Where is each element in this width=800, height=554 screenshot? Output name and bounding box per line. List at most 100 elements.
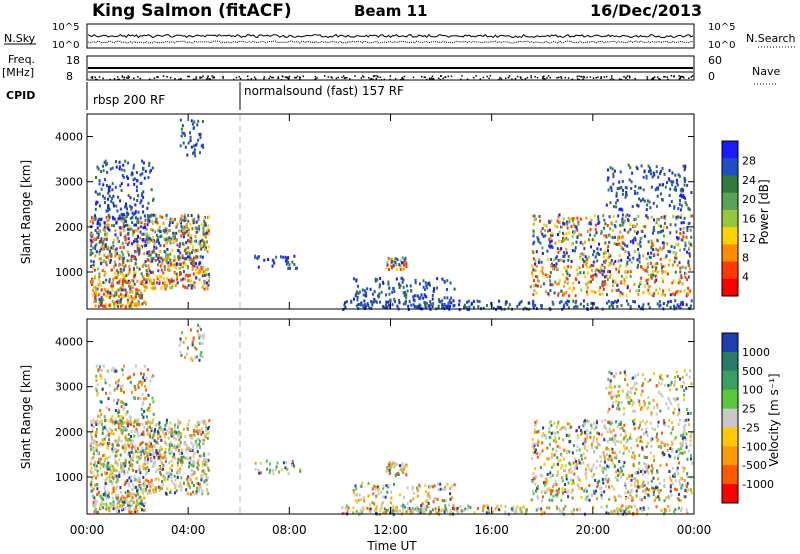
nave-point	[681, 75, 683, 78]
range-cell	[112, 444, 115, 448]
range-cell	[94, 286, 97, 290]
range-cell	[571, 510, 574, 514]
range-cell	[186, 229, 189, 233]
range-cell	[137, 386, 140, 390]
range-cell	[675, 488, 678, 492]
range-cell	[97, 370, 100, 374]
range-cell	[655, 288, 658, 292]
range-cell	[352, 511, 355, 515]
range-cell	[449, 497, 452, 501]
range-cell	[639, 423, 641, 427]
range-cell	[363, 499, 366, 503]
range-cell	[496, 504, 499, 508]
range-cell	[119, 486, 122, 490]
range-cell	[119, 453, 122, 457]
range-cell	[603, 218, 606, 222]
range-cell	[615, 191, 618, 195]
nave-point	[121, 76, 123, 78]
range-cell	[153, 439, 156, 443]
range-cell	[170, 443, 173, 447]
range-cell	[129, 416, 132, 420]
range-cell	[117, 496, 120, 500]
range-cell	[568, 461, 571, 465]
range-cell	[143, 458, 146, 462]
range-cell	[554, 256, 557, 260]
range-cell	[645, 176, 648, 180]
range-cell	[128, 451, 131, 455]
range-cell	[201, 274, 204, 278]
range-cell	[179, 273, 181, 276]
range-cell	[144, 472, 147, 476]
range-cell	[556, 267, 559, 271]
range-cell	[621, 217, 624, 221]
range-cell	[161, 468, 163, 472]
range-cell	[628, 229, 631, 233]
range-cell	[94, 207, 97, 211]
range-cell	[89, 444, 92, 448]
nave-point	[578, 78, 581, 81]
range-cell	[521, 505, 524, 509]
nave-point	[439, 78, 441, 81]
nave-point	[374, 75, 376, 77]
range-cell	[159, 472, 162, 476]
range-cell	[192, 126, 195, 130]
range-cell	[110, 224, 113, 227]
range-cell	[207, 425, 210, 429]
range-cell	[418, 282, 421, 286]
range-cell	[669, 483, 672, 487]
range-cell	[165, 471, 168, 475]
range-cell	[111, 215, 114, 219]
range-cell	[148, 240, 151, 244]
range-cell	[96, 452, 99, 456]
range-cell	[105, 406, 108, 410]
nave-point	[442, 77, 444, 80]
range-cell	[131, 439, 134, 443]
range-cell	[625, 294, 628, 298]
range-cell	[546, 457, 548, 461]
range-cell	[576, 268, 579, 272]
range-cell	[571, 496, 574, 500]
range-cell	[131, 463, 134, 467]
range-cell	[103, 273, 106, 277]
nave-point	[188, 75, 190, 78]
range-cell	[666, 448, 669, 452]
range-cell	[430, 484, 433, 488]
range-cell	[570, 490, 573, 494]
range-cell	[631, 455, 634, 459]
range-cell	[150, 375, 153, 379]
range-cell	[641, 468, 644, 472]
range-cell	[158, 280, 161, 284]
range-cell	[193, 239, 196, 243]
range-cell	[410, 303, 413, 307]
range-cell	[100, 245, 103, 248]
nave-point	[603, 76, 606, 78]
range-cell	[193, 144, 195, 148]
range-cell	[103, 415, 106, 419]
range-cell	[184, 228, 187, 232]
range-cell	[106, 245, 109, 249]
range-cell	[105, 223, 108, 227]
range-cell	[447, 301, 450, 305]
range-cell	[113, 238, 115, 242]
range-cell	[660, 229, 663, 233]
range-cell	[128, 476, 131, 480]
range-cell	[390, 496, 393, 500]
range-cell	[162, 221, 165, 225]
range-cell	[162, 271, 165, 275]
range-cell	[146, 214, 149, 218]
range-cell	[560, 247, 562, 251]
range-cell	[449, 487, 452, 491]
nave-point	[284, 76, 287, 78]
range-cell	[103, 465, 106, 469]
range-cell	[611, 284, 614, 288]
range-cell	[648, 306, 651, 310]
range-cell	[116, 386, 119, 390]
range-cell	[110, 200, 113, 203]
range-cell	[181, 448, 184, 452]
range-cell	[120, 462, 122, 466]
range-cell	[652, 226, 655, 230]
range-cell	[668, 470, 671, 473]
range-cell	[97, 283, 100, 287]
range-cell	[105, 428, 108, 432]
range-cell	[582, 452, 585, 456]
